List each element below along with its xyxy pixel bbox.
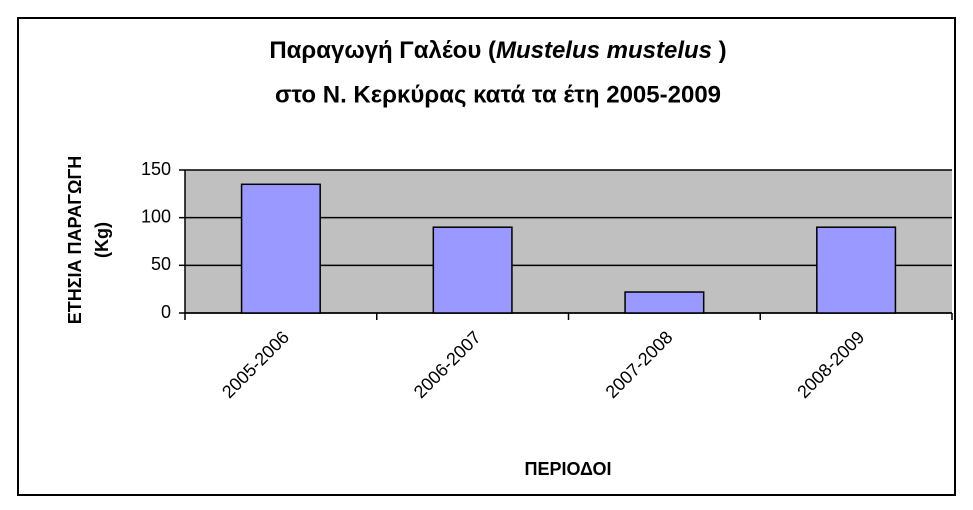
- bar: [816, 226, 897, 314]
- chart-title: Παραγωγή Γαλέου (Mustelus mustelus ): [269, 37, 726, 64]
- y-tick-label: 100: [141, 206, 171, 226]
- bar: [240, 183, 321, 314]
- x-axis-label: ΠΕΡΙΟΔΟΙ: [525, 459, 612, 479]
- title-part: Mustelus mustelus: [496, 37, 712, 64]
- title-part: ): [712, 37, 727, 64]
- chart-subtitle: στο Ν. Κερκύρας κατά τα έτη 2005-2009: [275, 81, 721, 108]
- bar: [624, 291, 705, 314]
- y-axis-label: ΕΤΗΣΙΑ ΠΑΡΑΓΩΓΗ: [65, 156, 85, 325]
- y-tick-label: 50: [151, 254, 171, 274]
- title-part: Παραγωγή Γαλέου (: [269, 37, 496, 64]
- y-tick-label: 0: [161, 302, 171, 322]
- y-axis-label: (Kg): [92, 222, 112, 258]
- y-tick-label: 150: [141, 159, 171, 179]
- bar: [432, 226, 513, 314]
